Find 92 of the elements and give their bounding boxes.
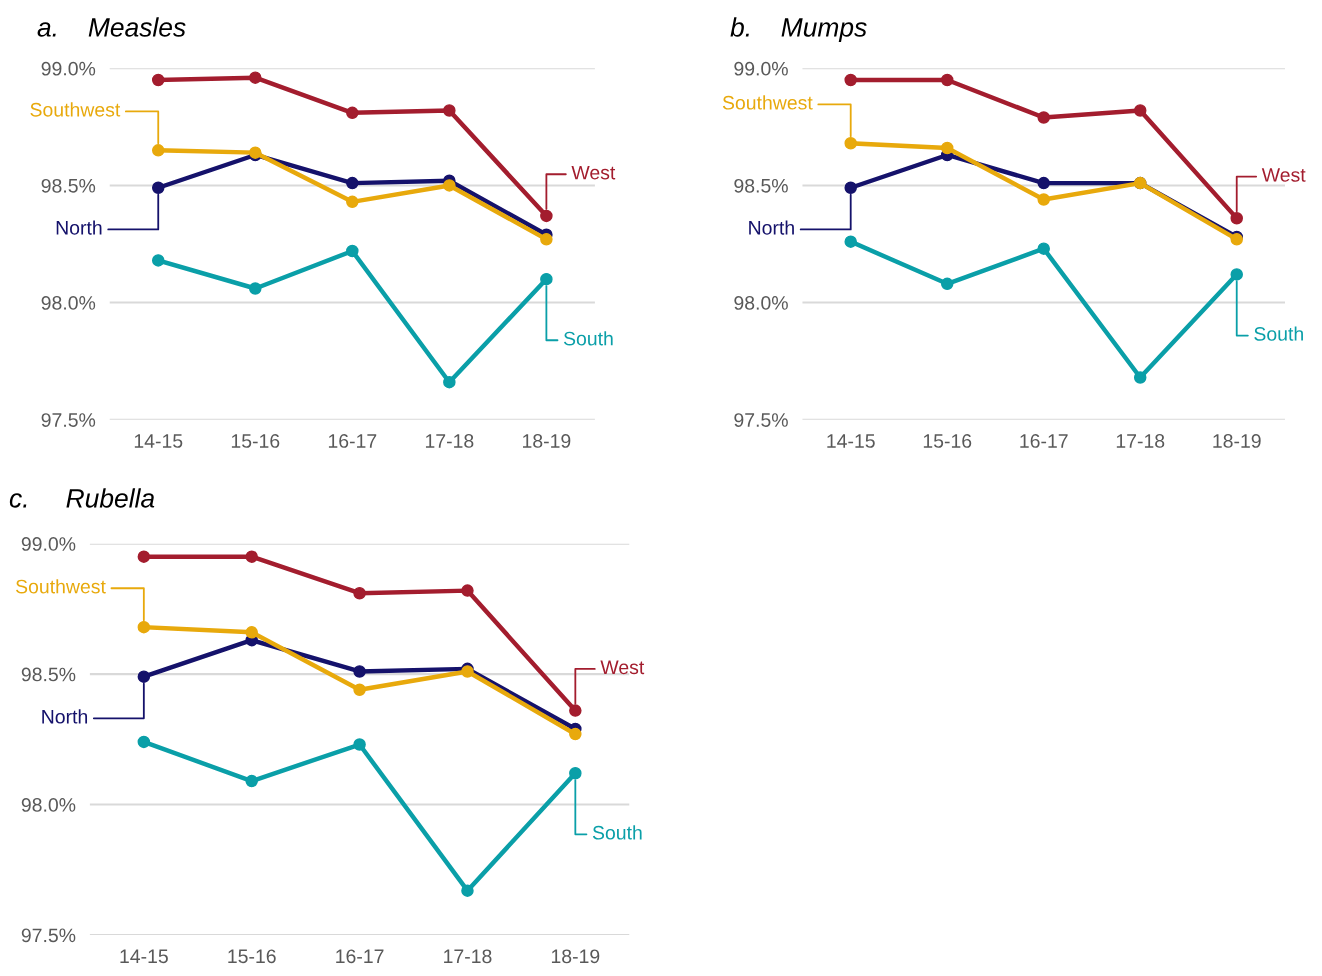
x-tick-label: 16-17 <box>336 949 384 964</box>
point <box>461 884 474 897</box>
y-tick-label: 99.0% <box>21 537 76 551</box>
point <box>569 704 582 717</box>
y-tick-label: 98.0% <box>41 296 96 310</box>
y-tick-label: 97.5% <box>21 928 76 943</box>
point <box>137 620 151 634</box>
point <box>940 141 954 155</box>
x-tick-label: 16-17 <box>1020 434 1068 448</box>
series-label: West <box>600 660 645 675</box>
point <box>346 195 359 209</box>
point <box>249 71 262 84</box>
x-tick-label: 15-16 <box>231 434 280 448</box>
x-tick-label: 15-16 <box>923 434 972 448</box>
x-tick-label: 18-19 <box>551 949 600 964</box>
point <box>443 375 456 389</box>
point <box>540 209 553 223</box>
point <box>844 73 857 87</box>
x-tick-label: 14-15 <box>827 434 875 448</box>
y-tick-label: 99.0% <box>734 61 788 76</box>
point <box>137 670 151 683</box>
y-tick-label: 99.0% <box>41 61 96 76</box>
point <box>245 626 258 639</box>
point <box>151 73 165 87</box>
point <box>353 738 366 751</box>
x-tick-label: 15-16 <box>228 949 276 964</box>
point <box>940 73 954 87</box>
series-label: West <box>571 165 616 180</box>
point <box>443 104 456 117</box>
point <box>1037 193 1050 206</box>
y-tick-label: 98.0% <box>734 296 788 310</box>
x-tick-label: 18-19 <box>523 434 571 448</box>
point <box>1133 104 1147 117</box>
point <box>569 727 582 741</box>
text: North <box>749 220 794 235</box>
point <box>1037 242 1050 255</box>
point <box>1037 176 1050 190</box>
x-tick-label: 18-19 <box>1213 434 1261 448</box>
chart-title: a. <box>37 22 56 37</box>
y-tick-label: 98.0% <box>21 798 76 812</box>
y-tick-label: 98.5% <box>734 178 788 193</box>
text: North <box>42 709 88 724</box>
point <box>940 277 954 291</box>
x-tick-label: 14-15 <box>134 434 183 448</box>
point <box>137 735 151 749</box>
point <box>1230 268 1243 281</box>
y-tick-label: 98.5% <box>21 667 76 682</box>
point <box>245 774 258 788</box>
chart-title: c. <box>9 493 27 508</box>
point <box>540 233 553 246</box>
chart-subtitle: Mumps <box>781 18 867 42</box>
chart-subtitle: Rubella <box>66 488 155 508</box>
point <box>569 766 582 780</box>
y-tick-label: 97.5% <box>734 413 788 427</box>
text: Southwest <box>15 579 106 594</box>
point <box>1037 111 1050 124</box>
point <box>137 550 151 563</box>
point <box>844 181 857 195</box>
text: Southwest <box>30 102 121 117</box>
point <box>151 254 165 267</box>
point <box>540 272 553 286</box>
y-tick-label: 97.5% <box>41 413 96 427</box>
point <box>346 244 359 258</box>
point <box>353 665 366 678</box>
point <box>353 683 366 696</box>
point <box>151 144 165 157</box>
point <box>353 586 366 600</box>
x-tick-label: 14-15 <box>120 949 168 964</box>
point <box>1133 371 1147 384</box>
series-label: West <box>1261 168 1306 182</box>
text: South <box>1254 326 1303 341</box>
point <box>844 235 857 248</box>
x-tick-label: 16-17 <box>328 434 377 448</box>
text: South <box>592 825 642 840</box>
point <box>443 179 456 192</box>
point <box>245 550 258 563</box>
chart-title: b. <box>730 17 749 37</box>
point <box>249 282 262 295</box>
x-tick-label: 17-18 <box>425 434 474 448</box>
point <box>346 176 359 190</box>
point <box>1230 211 1243 225</box>
text: North <box>56 220 102 235</box>
point <box>461 584 474 597</box>
text: Southwest <box>722 95 813 110</box>
point <box>151 181 165 195</box>
point <box>844 137 857 150</box>
chart-subtitle: Measles <box>88 17 186 37</box>
text: South <box>563 331 613 346</box>
point <box>346 106 359 120</box>
x-tick-label: 17-18 <box>444 949 492 964</box>
y-tick-label: 98.5% <box>41 178 96 193</box>
x-tick-label: 17-18 <box>1116 434 1165 448</box>
